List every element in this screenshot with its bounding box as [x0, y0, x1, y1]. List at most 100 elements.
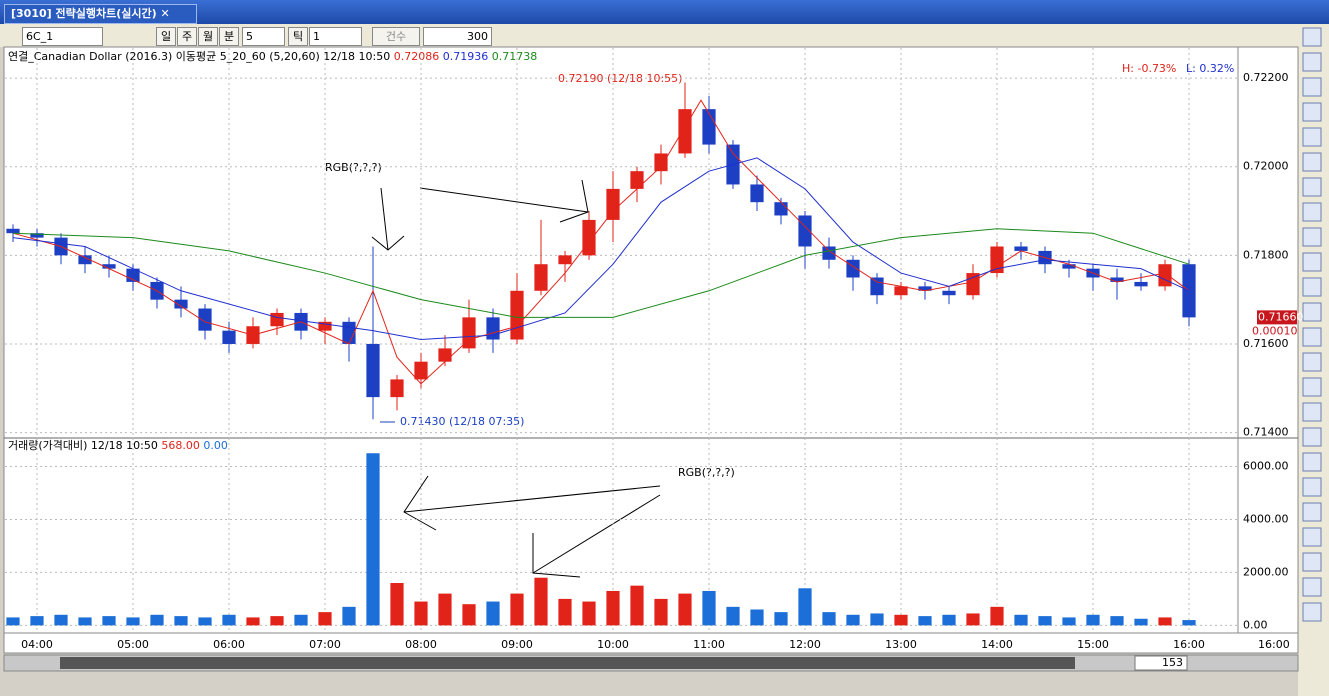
rgb-note: RGB(?,?,?) [325, 161, 382, 174]
volume-bar [846, 614, 860, 626]
volume-bar [30, 616, 44, 626]
volume-bar [510, 593, 524, 626]
tool-icon [1302, 127, 1322, 147]
count-box[interactable]: 300 [423, 27, 492, 46]
candle-body [414, 361, 428, 380]
candle-body [486, 317, 500, 340]
volume-bar [966, 613, 980, 626]
period-button[interactable]: 분 [219, 27, 239, 46]
y-tick-label: 6000.00 [1243, 459, 1289, 472]
last-price-box [1257, 310, 1297, 325]
volume-legend: 거래량(가격대비) 12/18 10:50 568.00 0.00 [8, 439, 228, 452]
period-button[interactable]: 일 [156, 27, 176, 46]
period-button[interactable]: 주 [177, 27, 197, 46]
tool-icon [1302, 327, 1322, 347]
tool-icon [1302, 52, 1322, 72]
volume-bar [1014, 614, 1028, 626]
volume-bar [414, 601, 428, 626]
low-change: L: 0.32% [1186, 62, 1234, 75]
tick-button[interactable]: 틱 [288, 27, 308, 46]
tick-box[interactable]: 1 [309, 27, 362, 46]
tool-icon [1302, 277, 1322, 297]
candle-body [558, 255, 572, 265]
low-annotation: 0.71430 (12/18 07:35) [400, 415, 524, 428]
candle-body [702, 109, 716, 145]
y-tick-label: 0.71600 [1243, 337, 1289, 350]
candle-body [102, 264, 116, 269]
interval-box[interactable]: 5 [242, 27, 285, 46]
candle-body [366, 343, 380, 398]
volume-bar [798, 588, 812, 626]
x-tick-label: 12:00 [789, 638, 821, 651]
y-tick-label: 0.71800 [1243, 248, 1289, 261]
candle-body [30, 233, 44, 238]
volume-bar [342, 606, 356, 626]
tool-icon [1302, 577, 1322, 597]
candle-body [606, 188, 620, 220]
tool-icon [1302, 402, 1322, 422]
y-tick-label: 2000.00 [1243, 565, 1289, 578]
footer-time: 16:00 [1258, 638, 1290, 651]
volume-bar [438, 593, 452, 626]
symbol-box[interactable]: 6C_1 [22, 27, 103, 46]
y-tick-label: 0.71400 [1243, 426, 1289, 439]
candle-body [222, 330, 236, 344]
x-tick-label: 15:00 [1077, 638, 1109, 651]
rgb-note: RGB(?,?,?) [678, 466, 735, 479]
ma-line [12, 157, 1190, 341]
tool-icon [1302, 427, 1322, 447]
x-tick-label: 11:00 [693, 638, 725, 651]
volume-bar [486, 601, 500, 626]
x-tick-label: 09:00 [501, 638, 533, 651]
y-tick-label: 0.72200 [1243, 71, 1289, 84]
tool-icon [1302, 202, 1322, 222]
volume-bar [654, 598, 668, 626]
volume-bar [582, 601, 596, 626]
volume-bar [366, 453, 380, 626]
x-tick-label: 08:00 [405, 638, 437, 651]
tool-icon [1302, 602, 1322, 622]
count-label[interactable]: 건수 [372, 27, 420, 46]
last-change: 0.00010 [1252, 324, 1298, 337]
volume-bar [78, 617, 92, 626]
volume-bar [606, 590, 620, 626]
tool-icon [1302, 527, 1322, 547]
candle-body [630, 171, 644, 189]
candle-body [174, 299, 188, 309]
volume-bar [702, 590, 716, 626]
tool-icon [1302, 177, 1322, 197]
candle-body [990, 246, 1004, 274]
candle-body [438, 348, 452, 362]
x-tick-label: 14:00 [981, 638, 1013, 651]
volume-bar [822, 612, 836, 626]
candle-body [462, 317, 476, 349]
window-tab[interactable]: [3010] 전략실행차트(실시간) ✕ [4, 4, 197, 24]
volume-bar [894, 614, 908, 626]
candle-body [1014, 246, 1028, 251]
candle-body [942, 290, 956, 296]
tool-icon [1302, 102, 1322, 122]
candle-body [534, 264, 548, 291]
bar-count: 153 [1162, 656, 1183, 669]
candle-body [78, 255, 92, 265]
ma-line [12, 99, 1190, 385]
tool-icon [1302, 452, 1322, 472]
tool-icon [1302, 227, 1322, 247]
period-button[interactable]: 월 [198, 27, 218, 46]
candle-body [966, 273, 980, 296]
tool-icon [1302, 27, 1322, 47]
count-box[interactable] [1134, 655, 1188, 671]
tool-icon [1302, 377, 1322, 397]
volume-bar [150, 614, 164, 626]
candle-body [750, 184, 764, 203]
tool-icon [1302, 352, 1322, 372]
price-legend: 연결_Canadian Dollar (2016.3) 이동평균 5_20_60… [8, 50, 537, 63]
volume-bar [246, 617, 260, 626]
tool-icon [1302, 302, 1322, 322]
volume-bar [918, 616, 932, 626]
volume-bar [1062, 617, 1076, 626]
volume-bar [1038, 616, 1052, 626]
volume-bar [726, 606, 740, 626]
